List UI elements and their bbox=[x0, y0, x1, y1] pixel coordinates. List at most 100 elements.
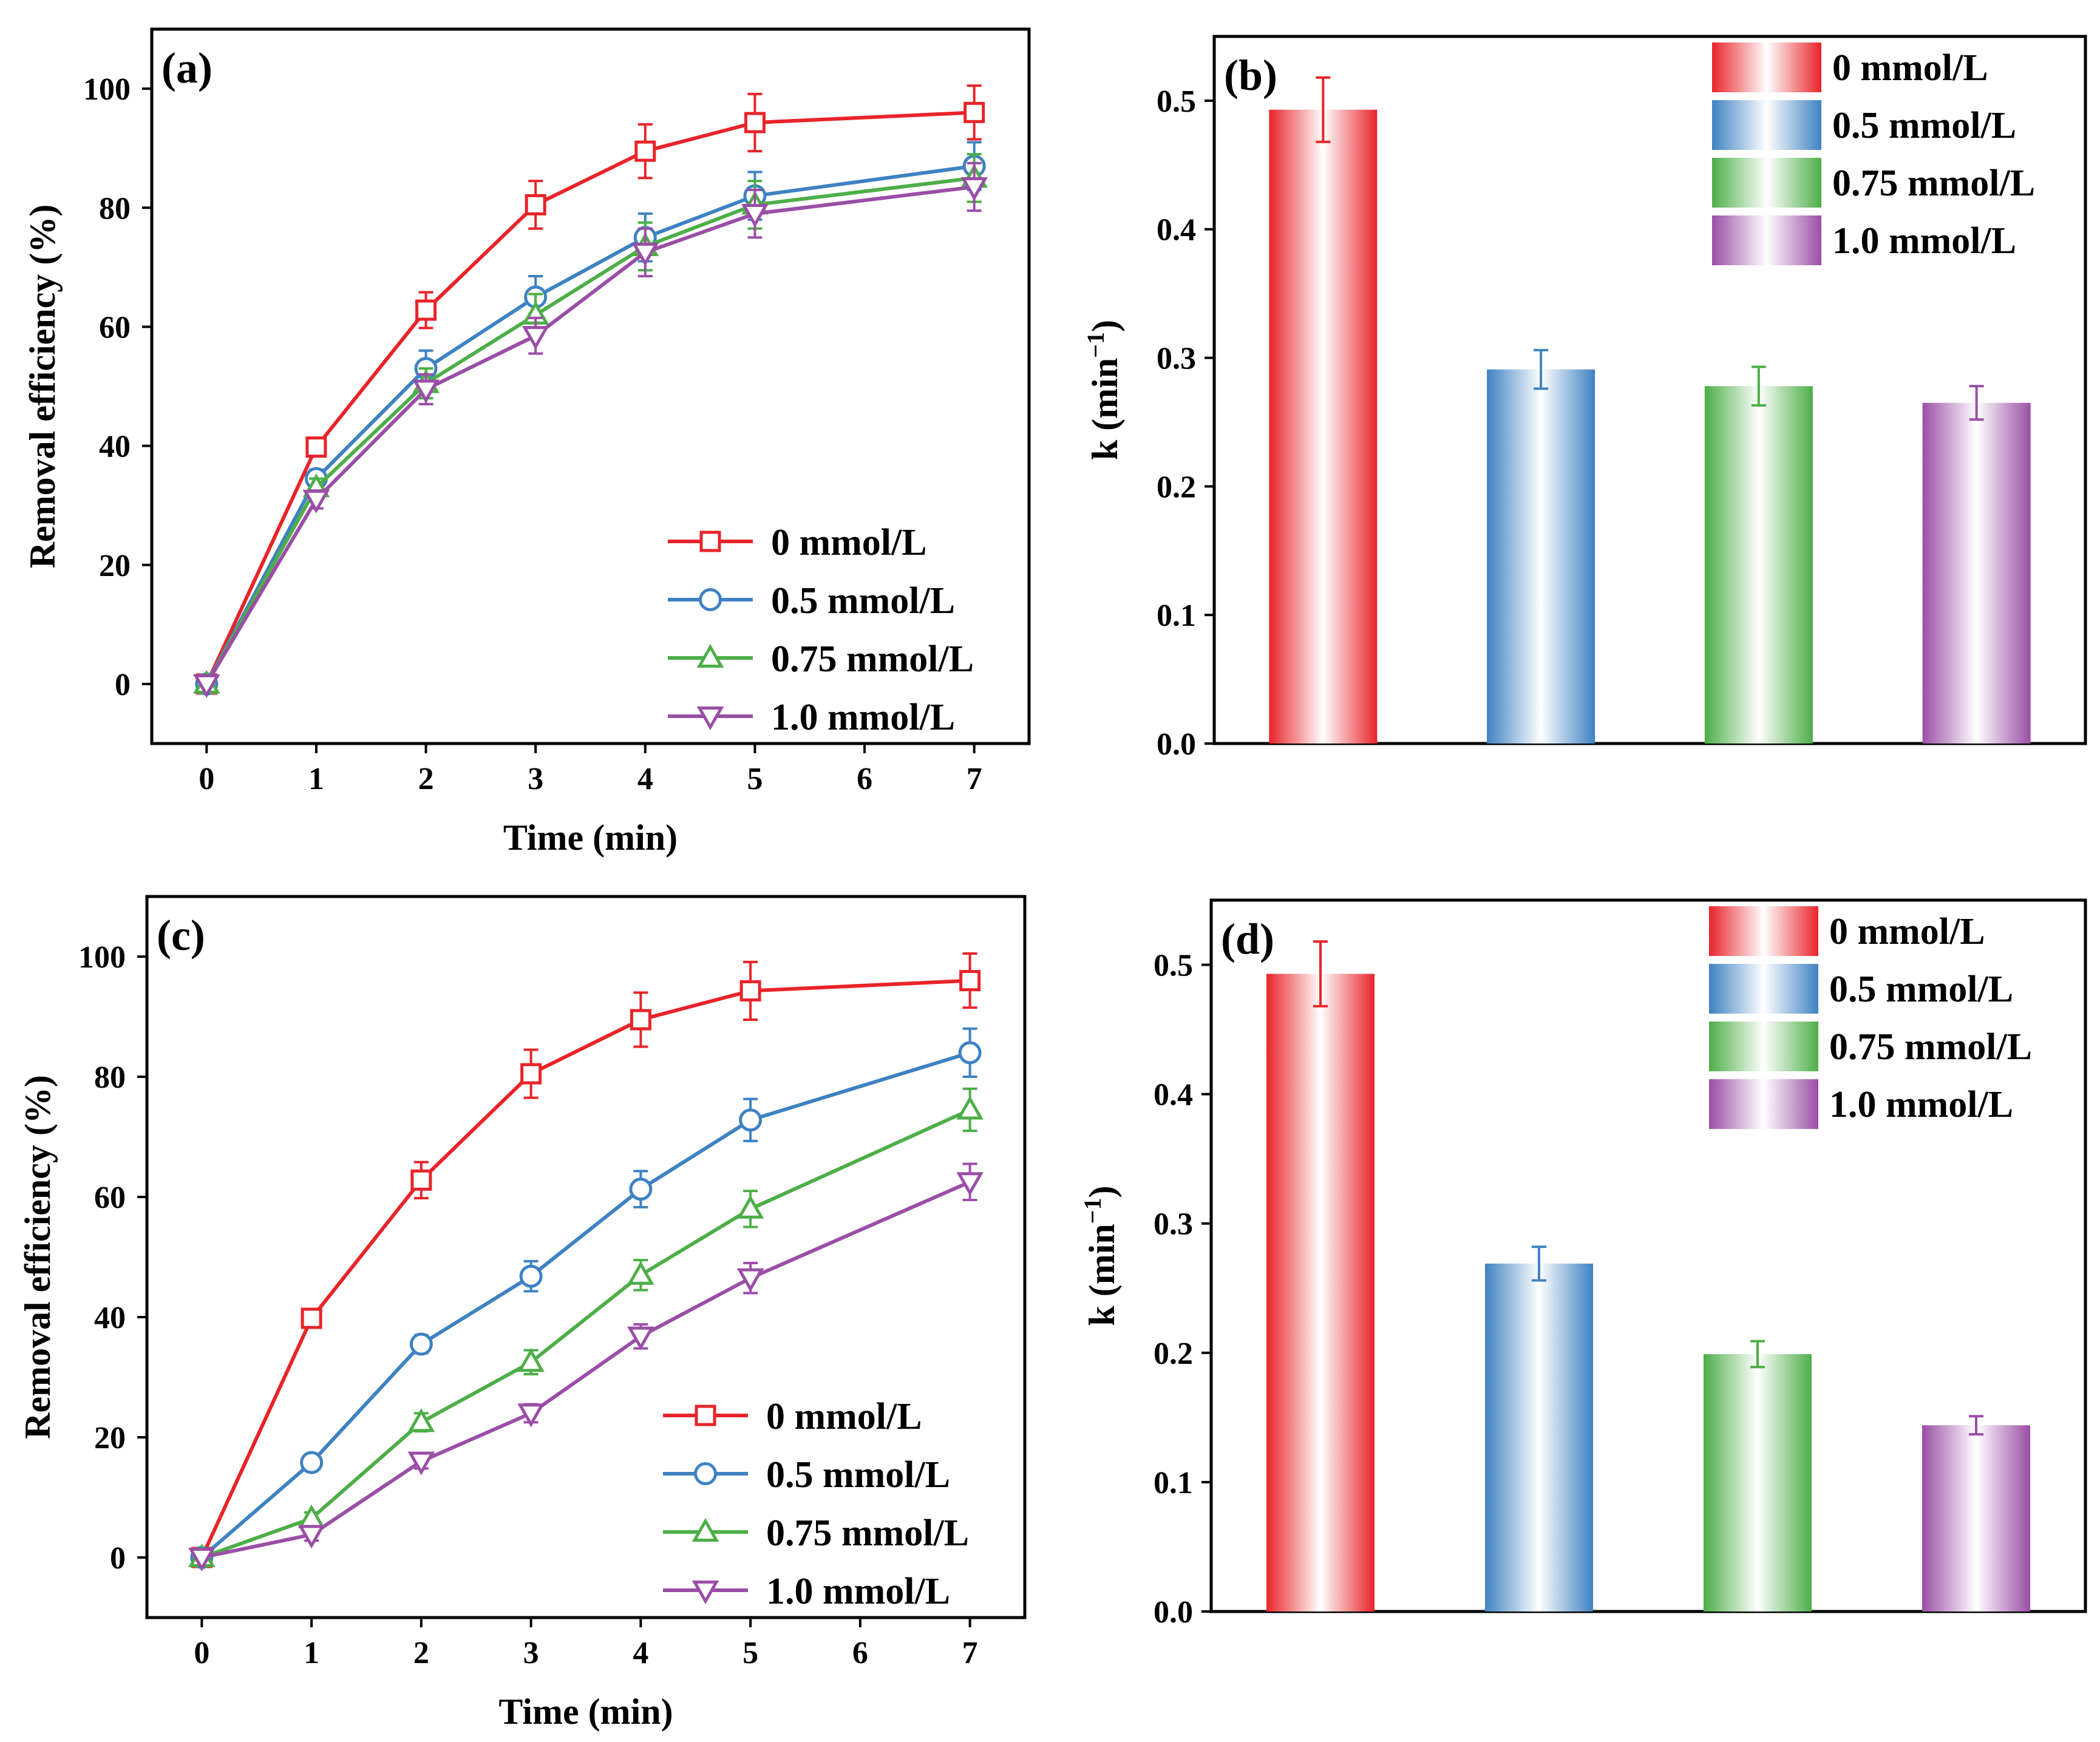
y-tick-label: 20 bbox=[94, 1421, 126, 1456]
data-point bbox=[519, 1264, 543, 1288]
legend-swatch bbox=[1712, 100, 1821, 150]
data-point bbox=[960, 177, 988, 201]
y-tick-label: 0.5 bbox=[1157, 84, 1196, 119]
data-point bbox=[525, 194, 546, 215]
chart-panel-1: 0.0 0.1 0.2 0.3 0.4 0.5 (b) k (min−1) 0 mmol/L 0.… bbox=[1082, 35, 2087, 762]
x-tick-label: 1 bbox=[304, 1636, 319, 1670]
bar bbox=[1269, 109, 1378, 744]
x-tick-label: 1 bbox=[308, 762, 324, 796]
data-point bbox=[959, 970, 981, 992]
data-point bbox=[736, 1268, 764, 1292]
data-point bbox=[736, 1195, 764, 1219]
x-tick-label: 3 bbox=[523, 1636, 539, 1670]
data-point bbox=[407, 1451, 435, 1476]
data-point bbox=[517, 1403, 545, 1428]
data-point bbox=[412, 379, 440, 404]
data-point bbox=[630, 1009, 651, 1031]
data-point bbox=[627, 1326, 654, 1351]
chart-panel-2: 0 1 2 3 4 5 6 7 0 20 40 60 80 100 (c) Time (min) Removal… bbox=[18, 895, 1027, 1732]
legend-label: 1.0 mmol/L bbox=[771, 697, 955, 738]
y-axis-title: Removal efficiency (%) bbox=[22, 205, 63, 569]
legend-label: 1.0 mmol/L bbox=[1829, 1084, 2013, 1125]
y-axis-title-close: ) bbox=[1082, 1185, 1122, 1198]
y-tick-label: 20 bbox=[99, 549, 131, 583]
y-tick-label: 0.1 bbox=[1157, 598, 1196, 633]
y-axis-title-main: k (min bbox=[1085, 358, 1125, 460]
y-tick-label: 40 bbox=[94, 1301, 126, 1335]
bar bbox=[1922, 1425, 2030, 1612]
legend-swatch bbox=[1712, 215, 1821, 265]
chart-panel-3: 0.0 0.1 0.2 0.3 0.4 0.5 (d) k (min−1) 0 mmol/L 0.… bbox=[1079, 898, 2087, 1630]
y-tick-label: 0.4 bbox=[1154, 1078, 1193, 1113]
plot-frame bbox=[145, 895, 1027, 1619]
data-point bbox=[302, 489, 330, 513]
legend-label: 0.5 mmol/L bbox=[766, 1454, 950, 1496]
data-point bbox=[627, 1261, 654, 1285]
legend-swatch bbox=[1709, 964, 1818, 1014]
bar bbox=[1487, 369, 1595, 744]
y-tick-label: 0.3 bbox=[1154, 1207, 1193, 1242]
x-tick-label: 7 bbox=[962, 1636, 978, 1670]
data-point bbox=[188, 1548, 216, 1572]
data-point bbox=[301, 1307, 322, 1329]
series-line bbox=[201, 1180, 971, 1559]
legend-marker bbox=[692, 1581, 719, 1605]
y-axis-title: Removal efficiency (%) bbox=[18, 1075, 58, 1439]
legend-label: 0.5 mmol/L bbox=[1832, 105, 2016, 146]
y-tick-label: 60 bbox=[94, 1181, 126, 1215]
legend-swatch bbox=[1712, 158, 1821, 208]
data-point bbox=[297, 1525, 325, 1549]
bar bbox=[1485, 1263, 1593, 1612]
data-point bbox=[517, 1348, 545, 1372]
legend-label: 0.75 mmol/L bbox=[1829, 1026, 2032, 1068]
bar bbox=[1704, 386, 1813, 744]
data-point bbox=[193, 674, 220, 698]
plot-frame bbox=[150, 27, 1031, 745]
data-point bbox=[956, 1172, 984, 1196]
legend-label: 1.0 mmol/L bbox=[766, 1571, 950, 1612]
x-tick-label: 4 bbox=[633, 1636, 648, 1670]
bar bbox=[1266, 974, 1375, 1612]
y-axis-title: k (min−1) bbox=[1079, 1185, 1122, 1326]
bar bbox=[1704, 1354, 1812, 1612]
legend-label: 0.75 mmol/L bbox=[771, 639, 974, 680]
x-tick-label: 5 bbox=[742, 1636, 758, 1670]
x-tick-label: 6 bbox=[852, 1636, 868, 1670]
y-tick-label: 0.0 bbox=[1157, 727, 1196, 762]
panel-label: (a) bbox=[161, 44, 212, 92]
legend-marker bbox=[692, 1517, 719, 1542]
data-point bbox=[410, 1169, 432, 1191]
data-point bbox=[300, 1451, 324, 1474]
y-tick-label: 0.2 bbox=[1154, 1337, 1193, 1371]
data-point bbox=[956, 1096, 984, 1120]
legend-marker bbox=[699, 588, 722, 611]
x-tick-label: 0 bbox=[194, 1636, 209, 1670]
data-point bbox=[520, 1063, 542, 1085]
legend-label: 0 mmol/L bbox=[771, 522, 927, 563]
y-tick-label: 0.0 bbox=[1154, 1595, 1193, 1630]
panel-label: (d) bbox=[1221, 915, 1274, 963]
x-tick-label: 0 bbox=[199, 762, 214, 796]
legend-label: 0.5 mmol/L bbox=[771, 580, 955, 622]
data-point bbox=[305, 436, 327, 458]
legend-swatch bbox=[1709, 1022, 1818, 1071]
bar bbox=[1922, 402, 2031, 744]
y-tick-label: 100 bbox=[78, 940, 126, 975]
data-point bbox=[963, 101, 985, 123]
legend-label: 0 mmol/L bbox=[1829, 911, 1985, 952]
plot-frame bbox=[1212, 35, 2087, 745]
x-tick-label: 7 bbox=[967, 762, 982, 796]
legend-label: 0.5 mmol/L bbox=[1829, 969, 2013, 1010]
y-axis-title-close: ) bbox=[1085, 320, 1125, 332]
y-tick-label: 0.5 bbox=[1154, 949, 1193, 983]
data-point bbox=[958, 1041, 982, 1065]
y-tick-label: 40 bbox=[99, 430, 131, 464]
plot-frame bbox=[1209, 898, 2087, 1613]
x-tick-label: 4 bbox=[637, 762, 653, 796]
x-tick-label: 3 bbox=[528, 762, 543, 796]
legend-label: 0.75 mmol/L bbox=[1832, 163, 2035, 204]
data-point bbox=[409, 1332, 433, 1356]
data-point bbox=[744, 112, 766, 134]
x-axis-title: Time (min) bbox=[498, 1692, 673, 1732]
